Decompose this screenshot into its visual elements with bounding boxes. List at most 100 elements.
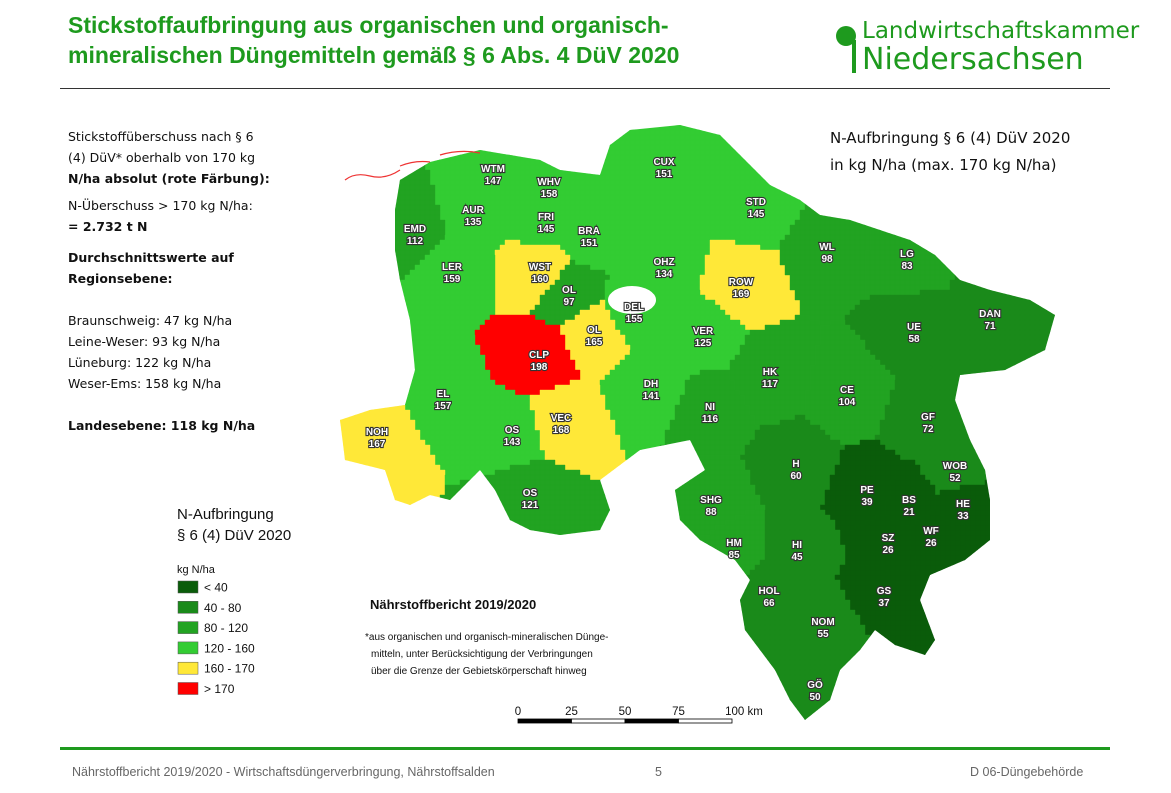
legend-swatch xyxy=(177,661,199,675)
region-code: VER xyxy=(693,326,714,337)
region-code: GS xyxy=(877,586,892,597)
region-code: AUR xyxy=(462,205,484,216)
region-code: SHG xyxy=(700,495,722,506)
region-value: 50 xyxy=(809,692,821,703)
region-value: 26 xyxy=(925,538,937,549)
footnote: mitteln, unter Berücksichtigung der Verb… xyxy=(371,649,593,660)
legend-swatch xyxy=(177,641,199,655)
region-code: DH xyxy=(644,379,658,390)
region-value: 157 xyxy=(435,401,452,412)
region-value: 71 xyxy=(984,321,996,332)
region-code: CUX xyxy=(653,157,674,168)
region-value: 112 xyxy=(407,236,424,247)
region-code: DAN xyxy=(979,309,1001,320)
region-code: H xyxy=(792,459,799,470)
footnote: *aus organischen und organisch-mineralis… xyxy=(365,632,608,643)
region-value: 72 xyxy=(922,424,934,435)
region-value: 52 xyxy=(949,473,961,484)
region-code: CE xyxy=(840,385,854,396)
region-code: GÖ xyxy=(807,678,823,691)
text: Leine-Weser: 93 kg N/ha xyxy=(68,334,221,349)
region-value: 159 xyxy=(444,274,461,285)
islands xyxy=(344,150,481,181)
region-value: 134 xyxy=(656,269,673,280)
region-code: STD xyxy=(746,197,766,208)
legend-label: 40 - 80 xyxy=(204,601,242,615)
logo-text: Landwirtschaftskammer xyxy=(862,18,1140,44)
region-value: 45 xyxy=(791,552,803,563)
footer-rule xyxy=(60,747,1110,750)
logo-dot xyxy=(836,26,856,46)
text: = 2.732 t N xyxy=(68,219,148,234)
region-value: 104 xyxy=(839,397,856,408)
region-value: 97 xyxy=(563,297,575,308)
region xyxy=(699,239,801,331)
region-value: 168 xyxy=(553,425,570,436)
region-code: BRA xyxy=(578,226,600,237)
region-code: WST xyxy=(529,262,551,273)
region xyxy=(659,369,761,456)
region xyxy=(864,125,1055,301)
legend-label: 80 - 120 xyxy=(204,621,248,635)
footer-text: Nährstoffbericht 2019/2020 - Wirtschafts… xyxy=(72,765,495,779)
region-code: OL xyxy=(587,325,601,336)
region-code: LG xyxy=(900,249,914,260)
region-value: 141 xyxy=(643,391,660,402)
region-code: NOM xyxy=(811,617,834,628)
legend-title: § 6 (4) DüV 2020 xyxy=(177,527,291,544)
region-value: 121 xyxy=(522,500,539,511)
region xyxy=(834,564,1055,720)
region-value: 83 xyxy=(901,261,913,272)
legend-label: 160 - 170 xyxy=(204,662,255,676)
legend-label: < 40 xyxy=(204,581,228,595)
scale-label: 100 km xyxy=(725,706,763,718)
text: Durchschnittswerte auf xyxy=(68,250,234,265)
region xyxy=(444,384,546,486)
region-code: UE xyxy=(907,322,921,333)
region xyxy=(799,319,896,446)
region-code: HI xyxy=(792,540,802,551)
region-code: BS xyxy=(902,495,916,506)
text: Lüneburg: 122 kg N/ha xyxy=(68,355,212,370)
legend-title: N-Aufbringung xyxy=(177,506,274,523)
region xyxy=(589,504,766,686)
map-title: in kg N/ha (max. 170 kg N/ha) xyxy=(830,156,1056,174)
region-code: OS xyxy=(523,488,538,499)
rule xyxy=(60,88,1110,89)
region-code: OHZ xyxy=(653,257,674,268)
text: Braunschweig: 47 kg N/ha xyxy=(68,313,233,328)
region-code: OS xyxy=(505,425,520,436)
region-code: PE xyxy=(860,485,874,496)
region-value: 33 xyxy=(957,511,969,522)
region xyxy=(574,559,811,720)
legend-unit: kg N/ha xyxy=(177,564,216,576)
text: Regionsebene: xyxy=(68,271,173,286)
region xyxy=(474,314,581,396)
page-number: 5 xyxy=(655,765,662,779)
legend-swatch xyxy=(177,621,199,634)
region-code: WF xyxy=(923,526,939,537)
region-value: 145 xyxy=(538,224,555,235)
region-code: WOB xyxy=(943,461,967,472)
scale-segment xyxy=(571,718,626,724)
region xyxy=(599,344,691,471)
region-value: 151 xyxy=(581,238,598,249)
text: Weser-Ems: 158 kg N/ha xyxy=(68,376,222,391)
legend-swatch xyxy=(177,682,199,695)
footnote: über die Grenze der Gebietskörperschaft … xyxy=(371,666,587,677)
region xyxy=(729,314,821,426)
region-value: 39 xyxy=(861,497,873,508)
summary: Stickstoffüberschuss nach § 6 (4) DüV* o… xyxy=(68,126,270,436)
region-value: 55 xyxy=(817,629,829,640)
region-value: 60 xyxy=(790,471,802,482)
scale-label: 75 xyxy=(672,706,685,718)
region-code: WL xyxy=(819,242,835,253)
region-value: 98 xyxy=(821,254,833,265)
scale-segment xyxy=(517,718,572,724)
region xyxy=(349,459,621,720)
region-code: WHV xyxy=(537,177,561,188)
text: Stickstoffüberschuss nach § 6 xyxy=(68,129,254,144)
region-code: HK xyxy=(763,367,778,378)
region-value: 85 xyxy=(728,550,740,561)
